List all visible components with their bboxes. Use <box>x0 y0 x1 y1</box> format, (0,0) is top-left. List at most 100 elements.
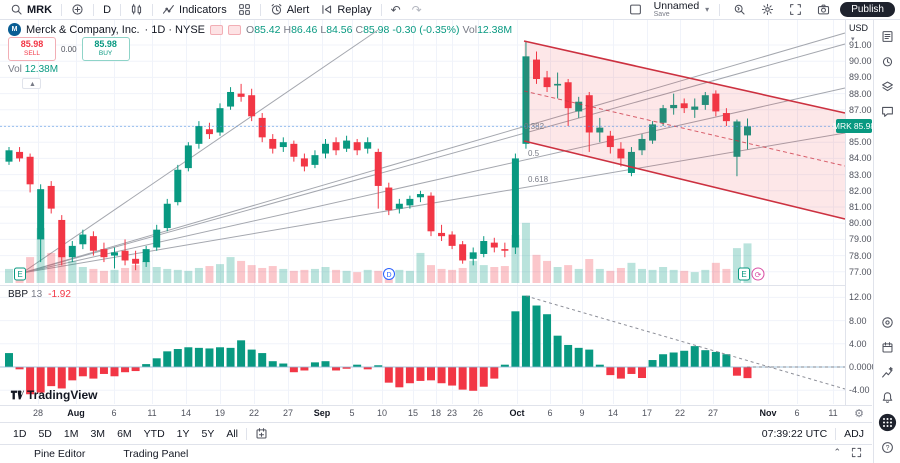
price-tick: 83.00 <box>849 169 872 180</box>
separator <box>152 3 154 16</box>
open-value: 85.42 <box>254 23 281 36</box>
price-tick: 88.00 <box>849 88 872 99</box>
time-tick: Sep <box>313 408 331 418</box>
help-icon[interactable]: ? <box>876 436 898 458</box>
hotlists-icon[interactable] <box>876 311 898 333</box>
separator <box>93 3 95 16</box>
settings-button[interactable] <box>756 2 779 18</box>
bbp-tick: 0.0000 <box>849 362 877 372</box>
bbp-tick: 4.00 <box>849 338 867 349</box>
close-value: 85.98 <box>363 23 390 36</box>
time-tick: 14 <box>180 408 192 418</box>
main-menu-icon[interactable] <box>876 411 898 433</box>
time-tick: 19 <box>214 408 226 418</box>
time-tick: 18 <box>430 408 442 418</box>
calendar-icon[interactable] <box>876 336 898 358</box>
range-5d[interactable]: 5D <box>33 426 56 442</box>
alarm-clock-icon <box>271 4 282 15</box>
tab-trading-panel[interactable]: Trading Panel <box>117 447 194 461</box>
range-5y[interactable]: 5Y <box>197 426 220 442</box>
legend-eye-icon[interactable] <box>210 24 224 35</box>
adj-toggle[interactable]: ADJ <box>844 427 864 440</box>
indicator-templates-button[interactable] <box>233 2 256 18</box>
range-ytd[interactable]: YTD <box>139 426 170 442</box>
compare-add-button[interactable] <box>66 2 89 18</box>
legend-meta: · 1D · NYSE <box>144 23 206 36</box>
chart-region[interactable]: 0.382 0.5 0.618 E D E ⟳ M Merck & Company, Inc… <box>0 20 877 405</box>
indicators-button[interactable]: Indicators <box>157 2 232 18</box>
object-tree-icon[interactable] <box>876 75 898 97</box>
time-tick: 17 <box>641 408 653 418</box>
goto-date-button[interactable] <box>250 426 273 442</box>
clock[interactable]: 07:39:22 UTC <box>761 427 828 440</box>
time-tick: 11 <box>147 408 157 418</box>
interval-button[interactable]: D <box>98 2 116 18</box>
separator <box>61 3 63 16</box>
range-1y[interactable]: 1Y <box>172 426 195 442</box>
replay-icon <box>322 5 332 14</box>
undo-button[interactable]: ↶ <box>386 2 406 18</box>
screenshot-button[interactable] <box>812 2 835 18</box>
range-3m[interactable]: 3M <box>85 426 110 442</box>
gear-icon <box>762 3 774 16</box>
tradingview-logo-icon <box>10 390 24 400</box>
top-toolbar: MRK D Indicators Alert <box>0 0 900 20</box>
price-tick: 90.00 <box>849 56 872 67</box>
svg-text:0.5: 0.5 <box>528 149 540 158</box>
svg-text:?: ? <box>885 444 889 451</box>
layout-button[interactable] <box>624 2 647 18</box>
watchlist-icon[interactable] <box>876 25 898 47</box>
redo-button[interactable]: ↷ <box>407 2 427 18</box>
symbol-search-button[interactable]: MRK <box>5 2 57 18</box>
legend-title[interactable]: Merck & Company, Inc. <box>26 23 140 36</box>
sell-button[interactable]: 85.98 SELL <box>8 37 56 61</box>
publish-button[interactable]: Publish <box>840 2 895 17</box>
save-label: Save <box>653 11 670 19</box>
legend-menu-icon[interactable] <box>228 24 242 35</box>
panel-maximize-icon[interactable] <box>851 447 862 458</box>
change-value: -0.30 (-0.35%) <box>392 23 460 36</box>
range-1d[interactable]: 1D <box>8 426 31 442</box>
candlestick-icon <box>131 3 142 15</box>
price-axis[interactable]: USD ▾ 91.0090.0089.0088.0087.0086.0085.0… <box>845 20 877 405</box>
time-tick: 6 <box>111 408 117 418</box>
notifications-bell-icon[interactable] <box>876 386 898 408</box>
time-tick: 22 <box>248 408 260 418</box>
range-all[interactable]: All <box>221 426 243 442</box>
currency-selector[interactable]: USD ▾ <box>849 23 869 43</box>
buy-button[interactable]: 85.98 BUY <box>81 37 130 61</box>
time-tick: 11 <box>828 408 838 418</box>
grid-icon <box>238 4 250 15</box>
fullscreen-button[interactable] <box>784 2 807 18</box>
svg-text:E: E <box>17 270 22 279</box>
range-6m[interactable]: 6M <box>112 426 137 442</box>
time-axis[interactable]: ⚙ 28 Aug 6 11 14 19 22 27 Sep 5 10 15 18 23 26 Oct 6 9 14 1… <box>0 405 872 423</box>
time-tick: 26 <box>472 408 484 418</box>
range-1m[interactable]: 1M <box>59 426 84 442</box>
separator <box>835 427 837 440</box>
candlestick-chart[interactable]: 0.382 0.5 0.618 E D E ⟳ <box>0 20 872 405</box>
undo-icon: ↶ <box>390 2 401 17</box>
tradingview-logo: TradingView <box>10 388 97 402</box>
time-tick: 6 <box>547 408 553 418</box>
quick-search-button[interactable] <box>728 2 751 18</box>
trade-widget: 85.98 SELL 0.00 85.98 BUY <box>8 37 130 61</box>
chart-style-button[interactable] <box>125 2 148 18</box>
layout-name-button[interactable]: Unnamed Save ▾ <box>652 1 712 19</box>
alert-button[interactable]: Alert <box>265 2 315 18</box>
chat-icon[interactable] <box>876 100 898 122</box>
tab-pine-editor[interactable]: Pine Editor <box>28 447 91 461</box>
ideas-icon[interactable] <box>876 361 898 383</box>
time-tick: 10 <box>376 408 388 418</box>
alerts-icon[interactable] <box>876 50 898 72</box>
bbp-indicator-legend[interactable]: BBP 13 -1.92 <box>8 289 71 300</box>
panel-expand-icon[interactable]: ⌃ <box>833 447 841 457</box>
axis-settings-gear-icon[interactable]: ⚙ <box>854 408 864 420</box>
spread-value: 0.00 <box>61 44 77 54</box>
replay-button[interactable]: Replay <box>315 2 376 18</box>
legend-collapse-button[interactable]: ▲ <box>22 78 41 89</box>
separator <box>120 3 122 16</box>
bbp-tick: -4.00 <box>849 385 870 396</box>
bbp-tick: 12.00 <box>849 292 872 303</box>
time-tick: 15 <box>407 408 419 418</box>
